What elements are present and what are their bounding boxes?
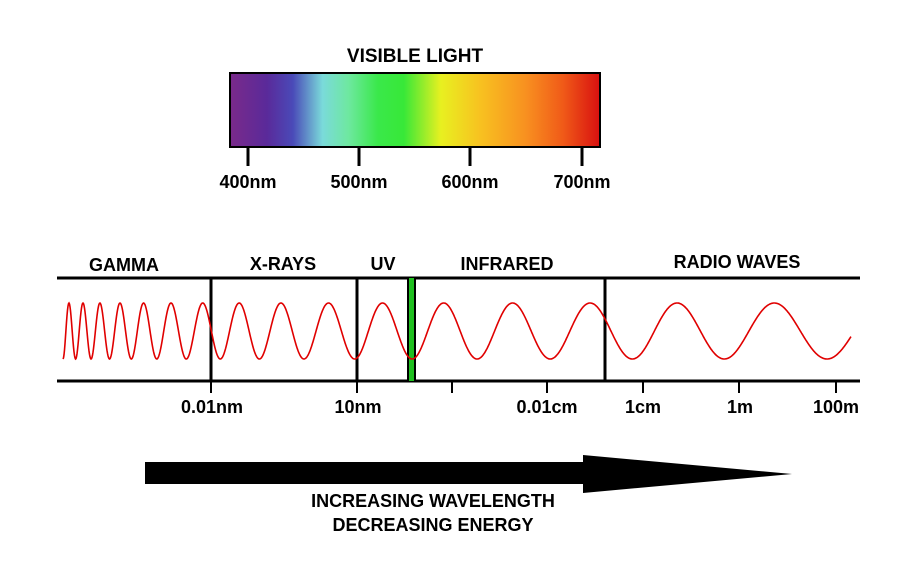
em-wave (62, 301, 852, 361)
band-label-radio: RADIO WAVES (674, 252, 801, 272)
scale-label-1m: 1m (727, 397, 753, 417)
visible-tick-label-600: 600nm (441, 172, 498, 192)
wavelength-arrow (145, 455, 792, 493)
scale-label-10nm: 10nm (334, 397, 381, 417)
visible-marker-band (409, 278, 414, 381)
visible-tick-label-500: 500nm (330, 172, 387, 192)
visible-tick-label-400: 400nm (219, 172, 276, 192)
visible-spectrum-bar (229, 72, 601, 148)
scale-label-100m: 100m (813, 397, 859, 417)
band-label-uv: UV (370, 254, 395, 274)
band-label-gamma: GAMMA (89, 255, 159, 275)
visible-light-title: VISIBLE LIGHT (347, 46, 484, 67)
arrow-caption-line1: INCREASING WAVELENGTH (311, 491, 555, 511)
band-label-infrared: INFRARED (461, 254, 554, 274)
scale-label-0.01cm: 0.01cm (516, 397, 577, 417)
band-label-xrays: X-RAYS (250, 254, 316, 274)
visible-tick-label-700: 700nm (553, 172, 610, 192)
arrow-caption-line2: DECREASING ENERGY (332, 515, 533, 535)
scale-label-0.01nm: 0.01nm (181, 397, 243, 417)
scale-label-1cm: 1cm (625, 397, 661, 417)
